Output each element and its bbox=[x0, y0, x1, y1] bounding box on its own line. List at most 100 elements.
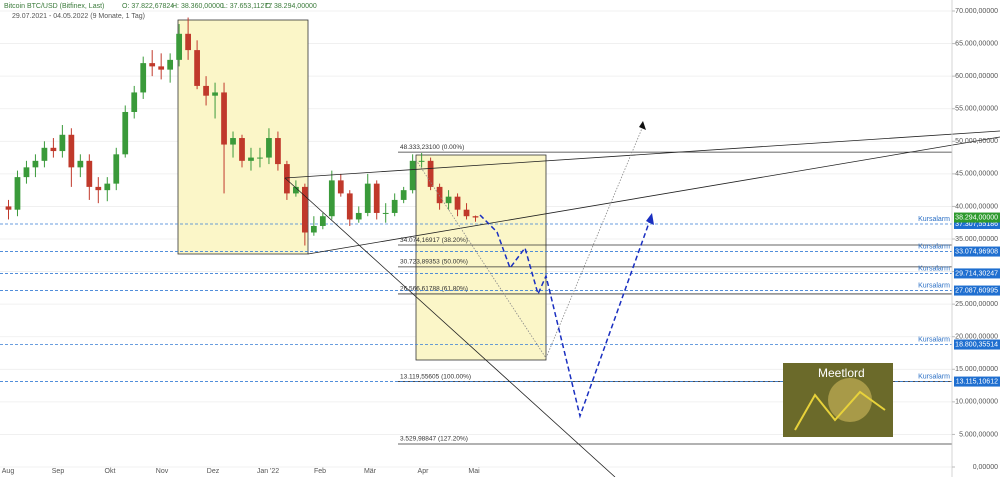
x-tick-label: Aug bbox=[2, 468, 15, 475]
x-tick-label: Okt bbox=[105, 468, 116, 475]
alarm-text: Kursalarm bbox=[918, 243, 950, 250]
alarm-label: 13.115,10612 bbox=[956, 378, 998, 385]
candle-body bbox=[41, 147, 48, 161]
alarm-label: 29.714,30247 bbox=[955, 270, 998, 277]
candle-body bbox=[463, 209, 470, 217]
candle-body bbox=[319, 216, 326, 226]
candle-body bbox=[14, 177, 21, 210]
candle-body bbox=[77, 160, 84, 168]
y-tick-label: 65.000,00000 bbox=[955, 40, 998, 47]
y-tick-label: 60.000,00000 bbox=[955, 73, 998, 80]
trend-line bbox=[284, 177, 616, 477]
y-tick-label: 55.000,00000 bbox=[955, 106, 998, 113]
alarm-text: Kursalarm bbox=[918, 265, 950, 272]
candle-body bbox=[5, 206, 12, 210]
candle-body bbox=[212, 92, 218, 96]
trend-line bbox=[307, 136, 1000, 255]
y-tick-label: 50.000,00000 bbox=[955, 138, 998, 145]
candle-body bbox=[95, 186, 102, 191]
alarm-text: Kursalarm bbox=[918, 282, 950, 289]
drawings bbox=[284, 121, 1000, 477]
y-tick-label: 5.000,00000 bbox=[959, 431, 998, 438]
candle-body bbox=[176, 33, 183, 60]
axis: 0,00000 5.000,00000 10.000,00000 15.000,000… bbox=[2, 8, 1000, 475]
header-value: L: 37.653,11277 bbox=[222, 3, 272, 10]
x-tick-label: Jan '22 bbox=[257, 468, 279, 475]
logo-coin bbox=[828, 378, 872, 422]
candle-body bbox=[203, 85, 209, 96]
y-tick-label: 10.000,00000 bbox=[955, 399, 998, 406]
candle-body bbox=[409, 160, 416, 191]
arrow-head bbox=[639, 121, 646, 130]
candle-body bbox=[221, 92, 227, 145]
alarm-text: Kursalarm bbox=[918, 373, 950, 380]
candle-body bbox=[230, 138, 236, 145]
candle-body bbox=[364, 183, 371, 213]
candle-body bbox=[382, 212, 389, 214]
x-tick-label: Apr bbox=[418, 468, 430, 475]
fib-label: 34.074,16917 (38.20%) bbox=[400, 237, 468, 244]
candle-body bbox=[257, 157, 263, 159]
x-tick-label: Sep bbox=[52, 468, 65, 475]
candle-body bbox=[454, 196, 461, 210]
candle-body bbox=[86, 160, 93, 187]
projection-line bbox=[545, 125, 644, 359]
candle-body bbox=[400, 190, 407, 200]
fib-label: 26.566,61788 (61.80%) bbox=[400, 286, 468, 293]
x-tick-label: Feb bbox=[314, 468, 326, 475]
candle-body bbox=[59, 134, 66, 152]
projection-line bbox=[415, 159, 547, 359]
x-tick-label: Nov bbox=[156, 468, 169, 475]
x-tick-label: Mär bbox=[364, 468, 377, 475]
candle-body bbox=[436, 186, 443, 204]
y-tick-label: 0,00000 bbox=[973, 464, 998, 471]
candle-body bbox=[158, 66, 165, 70]
candle-body bbox=[373, 183, 380, 213]
fib-label: 30.723,89353 (50.00%) bbox=[400, 259, 468, 266]
candle-body bbox=[140, 63, 147, 93]
candle-body bbox=[472, 216, 479, 218]
y-tick-label: 20.000,00000 bbox=[955, 334, 998, 341]
candle-body bbox=[337, 180, 344, 194]
arrow-head bbox=[646, 213, 654, 225]
candle-body bbox=[167, 59, 174, 70]
candle-body bbox=[427, 160, 434, 187]
header-value: C: 38.294,00000 bbox=[265, 3, 317, 10]
candle-body bbox=[185, 33, 191, 51]
y-tick-label: 25.000,00000 bbox=[955, 301, 998, 308]
candle-body bbox=[194, 50, 200, 86]
fib-label: 3.529,98847 (127.20%) bbox=[400, 436, 468, 443]
fib-label: 13.119,55605 (100.00%) bbox=[400, 373, 471, 380]
levels: 48.333,23100 (0.00%) 34.074,16917 (38.20%… bbox=[0, 144, 952, 445]
y-tick-label: 70.000,00000 bbox=[955, 8, 998, 15]
candle-body bbox=[445, 196, 452, 204]
y-tick-label: 35.000,00000 bbox=[955, 236, 998, 243]
alarm-label: 27.087,60995 bbox=[955, 287, 998, 294]
alarm-label: 33.074,96908 bbox=[955, 248, 998, 255]
alarm-badge bbox=[954, 268, 1000, 279]
y-tick-label: 15.000,00000 bbox=[955, 366, 998, 373]
alarm-badge bbox=[954, 246, 1000, 257]
alarm-badge bbox=[954, 339, 1000, 350]
alarm-badge bbox=[954, 285, 1000, 296]
candle-body bbox=[23, 167, 30, 178]
candle-body bbox=[391, 199, 398, 213]
candle-body bbox=[293, 186, 299, 194]
last-price-label: 38.294,00000 bbox=[955, 214, 998, 221]
candle-body bbox=[113, 154, 120, 184]
logo: Meetlord bbox=[783, 363, 893, 437]
candle-body bbox=[248, 157, 254, 161]
candle-body bbox=[284, 164, 290, 194]
alarm-text: Kursalarm bbox=[918, 216, 950, 223]
header-value: O: 37.822,67824 bbox=[122, 3, 174, 10]
candle-body bbox=[104, 183, 111, 191]
logo-graph bbox=[794, 390, 886, 431]
logo-text: Meetlord bbox=[818, 366, 865, 380]
projection-path bbox=[479, 214, 651, 419]
candle-body bbox=[239, 138, 245, 161]
candle-body bbox=[310, 225, 317, 233]
candles bbox=[5, 17, 479, 246]
candle-body bbox=[418, 160, 425, 162]
chart-title: Bitcoin BTC/USD (Bitfinex, Last) bbox=[4, 3, 104, 10]
